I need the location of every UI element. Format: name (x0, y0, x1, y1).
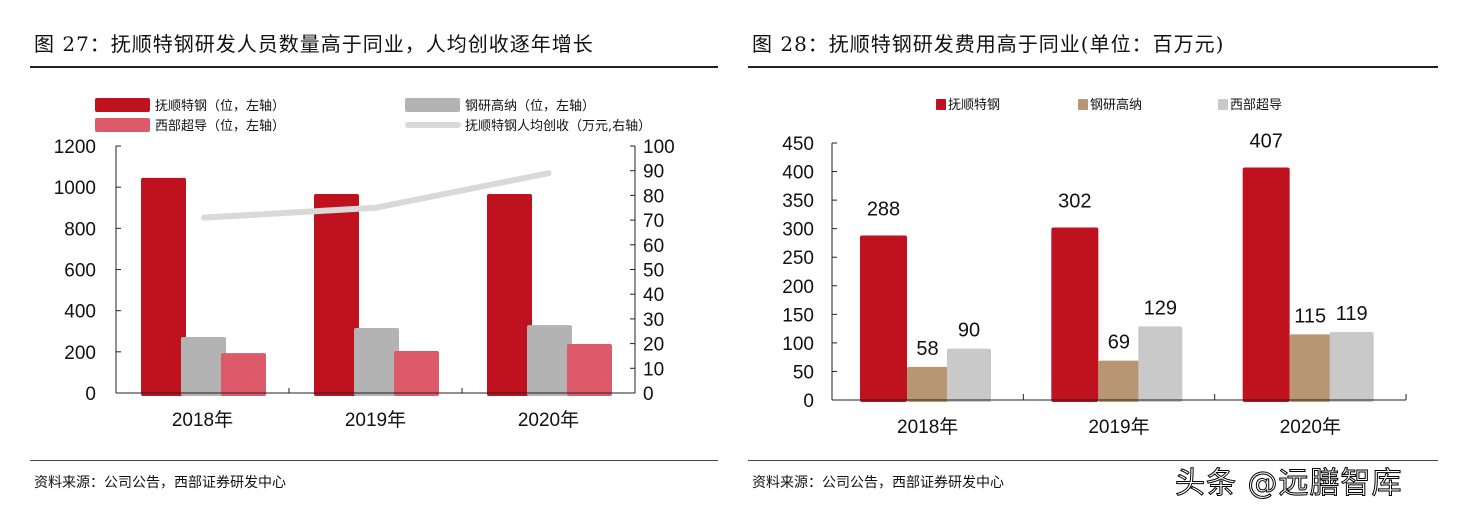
y-tick-label: 200 (782, 277, 814, 298)
revenue-per-capita-line (201, 170, 552, 221)
bar-1-2 (527, 325, 572, 396)
watermark: 头条 @远膳智库 (1175, 466, 1403, 502)
y-tick-label: 50 (793, 362, 814, 383)
data-label: 288 (867, 199, 900, 221)
left-footer-divider (30, 460, 718, 461)
legend-swatch-0 (95, 98, 150, 112)
data-label: 119 (1336, 303, 1368, 325)
left-y-tick-label: 400 (64, 302, 96, 323)
y-tick-label: 100 (782, 334, 814, 355)
right-y-tick-label: 30 (643, 310, 664, 331)
legend-label-1: 钢研高纳 (1090, 97, 1142, 113)
bar-0-2 (1242, 167, 1290, 402)
legend-swatch-1 (1078, 99, 1088, 110)
data-label: 407 (1249, 131, 1282, 153)
bar-2-1 (1138, 326, 1183, 402)
y-tick-label: 0 (803, 391, 814, 412)
left-y-tick-label: 200 (64, 343, 96, 364)
data-label: 115 (1294, 305, 1326, 327)
data-label: 302 (1058, 191, 1091, 213)
right-footer-divider (748, 460, 1438, 461)
right-y-tick-label: 50 (643, 261, 664, 282)
data-label: 69 (1108, 332, 1130, 354)
left-title-divider (30, 66, 718, 68)
right-y-tick-label: 100 (643, 137, 675, 158)
legend-swatch-2 (1218, 99, 1228, 110)
bar-1-0 (907, 366, 948, 402)
bar-1-1 (354, 327, 399, 396)
right-chart-title: 图 28：抚顺特钢研发费用高于同业(单位：百万元) (752, 32, 1225, 56)
y-tick-label: 450 (782, 134, 814, 155)
right-y-tick-label: 20 (643, 335, 664, 356)
bar-1-0 (181, 337, 226, 396)
bar-2-0 (947, 348, 991, 402)
legend-label-2: 西部超导 (1230, 98, 1282, 113)
left-y-tick-label: 1000 (54, 178, 96, 199)
left-y-tick-label: 1200 (54, 137, 96, 158)
left-y-tick-label: 800 (64, 219, 96, 240)
left-chart-title: 图 27：抚顺特钢研发人员数量高于同业，人均创收逐年增长 (34, 32, 594, 56)
legend-label-0: 抚顺特钢（位，左轴） (155, 99, 285, 114)
legend-label-0: 抚顺特钢 (948, 98, 1000, 113)
y-tick-label: 350 (782, 191, 814, 212)
bar-2-2 (567, 344, 612, 396)
data-label: 129 (1144, 297, 1177, 319)
right-y-tick-label: 60 (643, 236, 664, 257)
bar-2-1 (394, 351, 439, 396)
y-tick-label: 400 (782, 163, 814, 184)
data-label: 58 (916, 338, 938, 360)
right-source: 资料来源：公司公告，西部证券研发中心 (752, 475, 1004, 491)
legend-swatch-0 (936, 99, 946, 110)
legend-swatch-1 (405, 98, 460, 112)
bar-0-1 (1051, 227, 1099, 402)
left-y-tick-label: 0 (85, 384, 96, 405)
bar-2-2 (1329, 332, 1374, 402)
bar-0-0 (860, 235, 907, 402)
bar-1-2 (1289, 334, 1331, 402)
legend-label-2: 西部超导（位，左轴） (155, 119, 285, 134)
bar-1-1 (1098, 360, 1140, 402)
x-tick-label: 2019年 (1088, 416, 1149, 438)
right-y-tick-label: 90 (643, 162, 664, 183)
bar-2-0 (221, 353, 266, 396)
y-tick-label: 150 (782, 305, 814, 326)
y-tick-label: 250 (782, 248, 814, 269)
right-y-tick-label: 70 (643, 211, 664, 232)
x-tick-label: 2018年 (172, 409, 233, 431)
data-label: 90 (958, 320, 980, 342)
x-tick-label: 2020年 (1280, 416, 1341, 438)
right-y-tick-label: 0 (643, 384, 654, 405)
legend-swatch-2 (95, 118, 150, 132)
bar-0-0 (141, 177, 186, 396)
right-y-tick-label: 80 (643, 186, 664, 207)
right-title-divider (748, 66, 1438, 68)
x-tick-label: 2019年 (345, 409, 406, 431)
y-tick-label: 300 (782, 220, 814, 241)
left-source: 资料来源：公司公告，西部证券研发中心 (34, 475, 286, 491)
left-y-tick-label: 600 (64, 261, 96, 282)
x-tick-label: 2018年 (897, 416, 958, 438)
right-y-tick-label: 10 (643, 359, 664, 380)
bar-0-1 (314, 193, 359, 396)
right-y-tick-label: 40 (643, 285, 664, 306)
legend-label-1: 钢研高纳（位，左轴） (465, 98, 595, 114)
x-tick-label: 2020年 (518, 409, 579, 431)
bar-0-2 (487, 193, 532, 396)
legend-label-3: 抚顺特钢人均创收（万元,右轴） (465, 119, 651, 134)
